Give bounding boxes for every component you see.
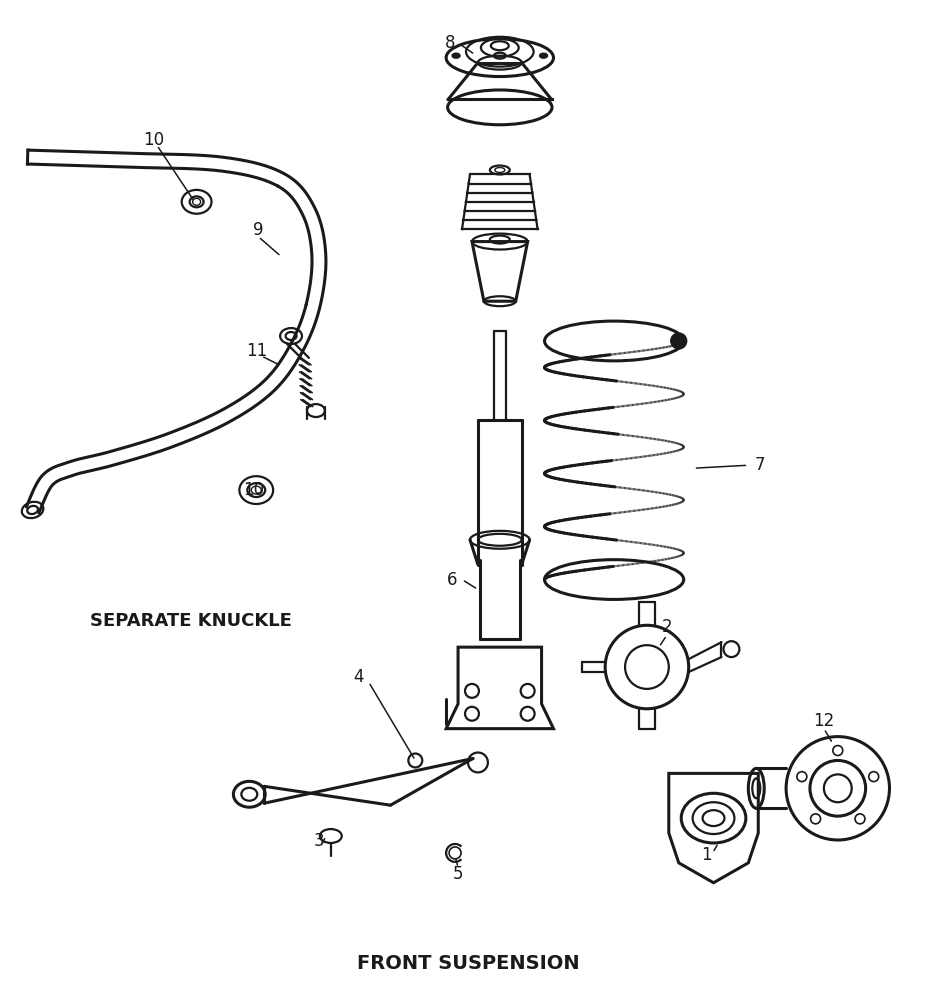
Text: 8: 8: [445, 33, 455, 51]
Text: 4: 4: [354, 668, 364, 686]
Text: SEPARATE KNUCKLE: SEPARATE KNUCKLE: [90, 612, 292, 630]
Text: FRONT SUSPENSION: FRONT SUSPENSION: [357, 954, 579, 973]
Text: 10: 10: [143, 131, 165, 149]
Text: 5: 5: [453, 865, 463, 883]
Text: 9: 9: [253, 221, 264, 239]
Text: 6: 6: [446, 571, 458, 589]
Text: 11: 11: [245, 342, 267, 360]
Text: 2: 2: [662, 618, 672, 636]
Text: 10: 10: [242, 481, 264, 499]
Text: 12: 12: [813, 712, 835, 730]
Text: 7: 7: [755, 457, 766, 474]
Ellipse shape: [539, 53, 548, 58]
Text: 3: 3: [314, 832, 324, 850]
Circle shape: [671, 333, 687, 349]
Ellipse shape: [452, 53, 461, 58]
Text: 1: 1: [701, 846, 712, 864]
